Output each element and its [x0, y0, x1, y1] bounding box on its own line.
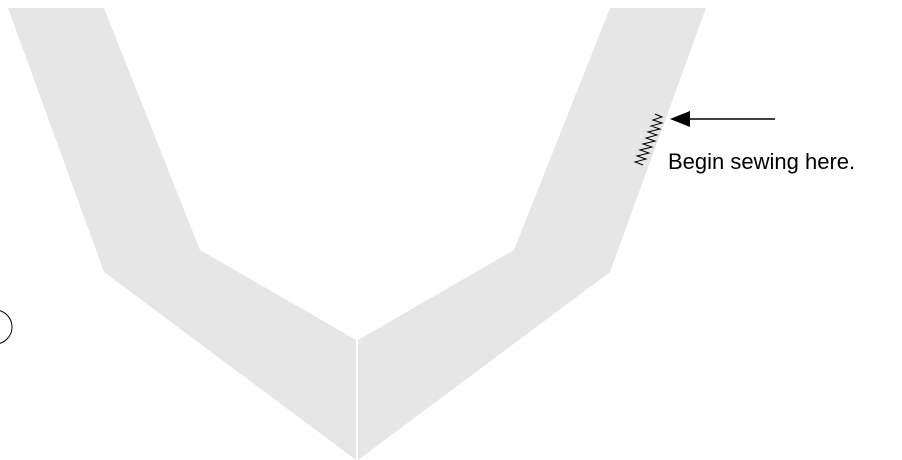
- begin-sewing-label: Begin sewing here.: [668, 149, 855, 174]
- left-arrow-icon: [670, 111, 775, 127]
- fabric-strip-left: [8, 8, 356, 460]
- zigzag-stitch-icon: [633, 113, 664, 166]
- circle-marker-icon: [0, 310, 13, 344]
- fabric-strip-right: [358, 8, 706, 460]
